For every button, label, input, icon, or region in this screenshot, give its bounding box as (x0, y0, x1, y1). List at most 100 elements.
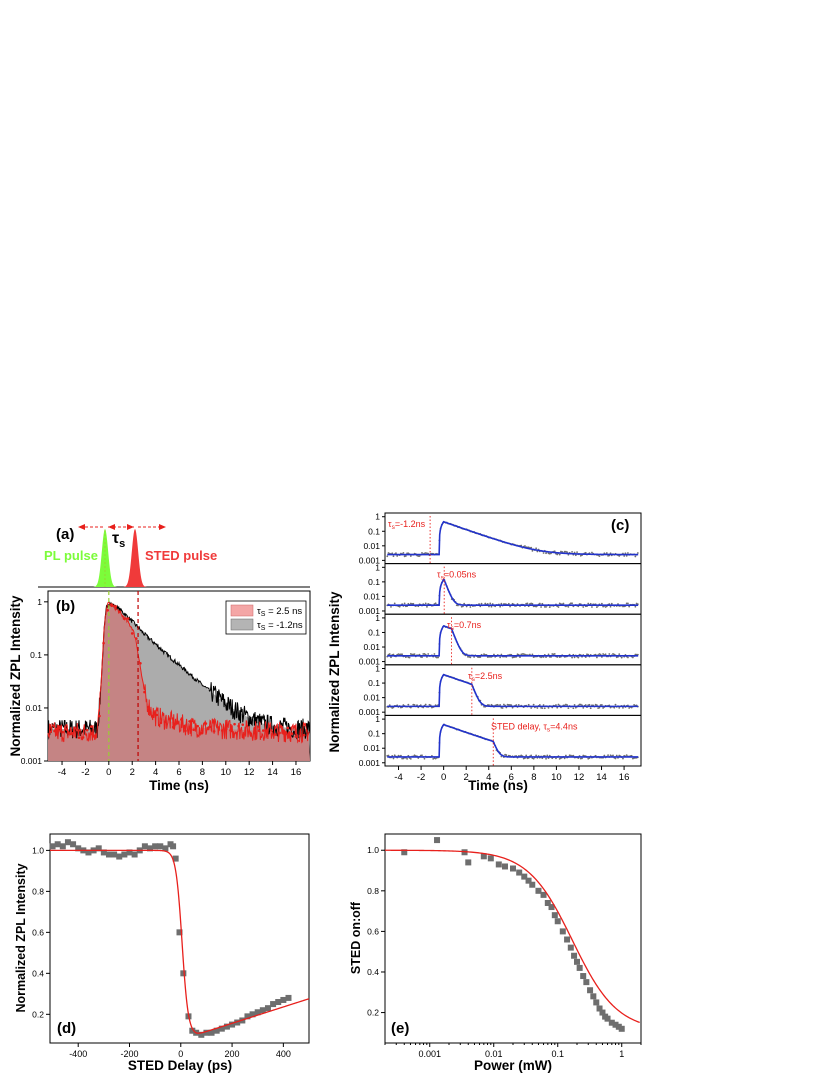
data-point (424, 602, 427, 605)
data-point (613, 706, 616, 709)
data-point (590, 993, 597, 1000)
data-point (567, 944, 574, 951)
legend-swatch-pl (230, 618, 254, 631)
data-point (581, 757, 583, 760)
delay-arrows (78, 524, 166, 530)
data-point (261, 729, 265, 732)
data-point (163, 720, 167, 724)
data-point (54, 841, 61, 848)
y-tick-label: 1.0 (367, 845, 379, 855)
data-point (480, 853, 487, 860)
data-point (628, 707, 631, 709)
panel-d-plot-area: -400 -200 0 200 400 0.2 0.4 0.6 0.8 1.0 (32, 839, 310, 1059)
data-point (387, 754, 390, 757)
data-point (413, 653, 416, 656)
data-point (526, 602, 529, 605)
data-point (192, 728, 195, 731)
data-point (220, 729, 224, 732)
y-tick-label: 1.0 (32, 845, 44, 855)
data-point (105, 851, 112, 858)
data-point (573, 656, 576, 659)
data-point (521, 873, 528, 880)
x-tick-label: 0.001 (418, 1049, 441, 1059)
data-point (85, 849, 92, 856)
data-point (502, 863, 508, 870)
data-point (612, 1021, 619, 1028)
data-point (572, 707, 575, 710)
data-point (259, 1007, 266, 1014)
data-point (499, 656, 502, 659)
data-point (587, 602, 590, 605)
data-point (604, 653, 607, 656)
data-point (614, 757, 617, 760)
data-point (49, 730, 52, 734)
data-point (81, 736, 85, 739)
data-point (126, 617, 130, 620)
data-point (98, 714, 101, 718)
data-point (434, 602, 437, 605)
data-point (509, 605, 511, 608)
data-point (200, 731, 204, 735)
data-point (571, 952, 578, 959)
panel-label-b: (b) (56, 598, 75, 615)
y-tick-label: 0.01 (363, 541, 380, 551)
data-point (545, 552, 547, 555)
data-point (609, 754, 612, 757)
data-point (545, 757, 547, 760)
data-point (64, 839, 71, 846)
data-point (95, 845, 102, 852)
data-point (580, 973, 587, 980)
data-point (623, 555, 626, 557)
data-point (618, 706, 621, 709)
data-point (244, 1013, 251, 1020)
data-point (572, 754, 575, 757)
data-point (479, 656, 482, 658)
panel-e-xlabel: Power (mW) (474, 1058, 552, 1073)
pl-pulse-label: PL pulse (44, 548, 98, 563)
data-point (229, 728, 232, 732)
y-tick-label: 0.1 (368, 526, 380, 536)
panel-b-legend: τS = 2.5 ns τS = -1.2ns (225, 600, 307, 635)
panel-c-plot-area: 0.001 0.01 0.1 1 τs=-1.2ns 0.001 0.01 0.1 1 τs=0.… (359, 512, 642, 783)
y-tick-label: 0.001 (21, 756, 43, 766)
data-point (547, 653, 550, 656)
data-point (73, 726, 77, 730)
data-point (636, 552, 639, 554)
data-point (75, 845, 82, 852)
data-point (535, 754, 538, 757)
data-point (596, 656, 598, 659)
data-point (583, 979, 590, 986)
panel-label-a: (a) (56, 526, 74, 543)
data-point (567, 707, 570, 710)
data-point (556, 706, 559, 709)
y-tick-label: 1 (375, 512, 380, 522)
data-point (634, 555, 637, 558)
y-tick-label: 0.1 (30, 650, 42, 660)
data-point (524, 545, 526, 547)
data-point (131, 851, 138, 858)
data-point (591, 606, 593, 608)
x-tick-label: 14 (596, 772, 607, 783)
data-point (270, 729, 273, 732)
data-point (408, 656, 411, 659)
data-point (536, 707, 539, 709)
data-point (604, 1015, 611, 1022)
x-tick-label: 0.01 (485, 1049, 503, 1059)
tau-label: τs (112, 530, 125, 550)
data-point (625, 554, 628, 557)
data-point (400, 653, 402, 656)
data-point (538, 602, 541, 605)
data-point (576, 964, 583, 971)
data-point (530, 754, 533, 757)
data-point (53, 729, 56, 733)
sted-pulse-label: STED pulse (145, 548, 217, 563)
data-point (499, 703, 502, 706)
x-tick-label: 8 (200, 767, 205, 778)
data-point (130, 632, 134, 635)
data-point (198, 1031, 205, 1038)
x-tick-label: -4 (394, 772, 402, 783)
data-point (245, 724, 249, 728)
x-tick-label: 0 (178, 1049, 183, 1059)
data-point (548, 606, 551, 608)
y-tick-label: 0.001 (359, 707, 381, 717)
